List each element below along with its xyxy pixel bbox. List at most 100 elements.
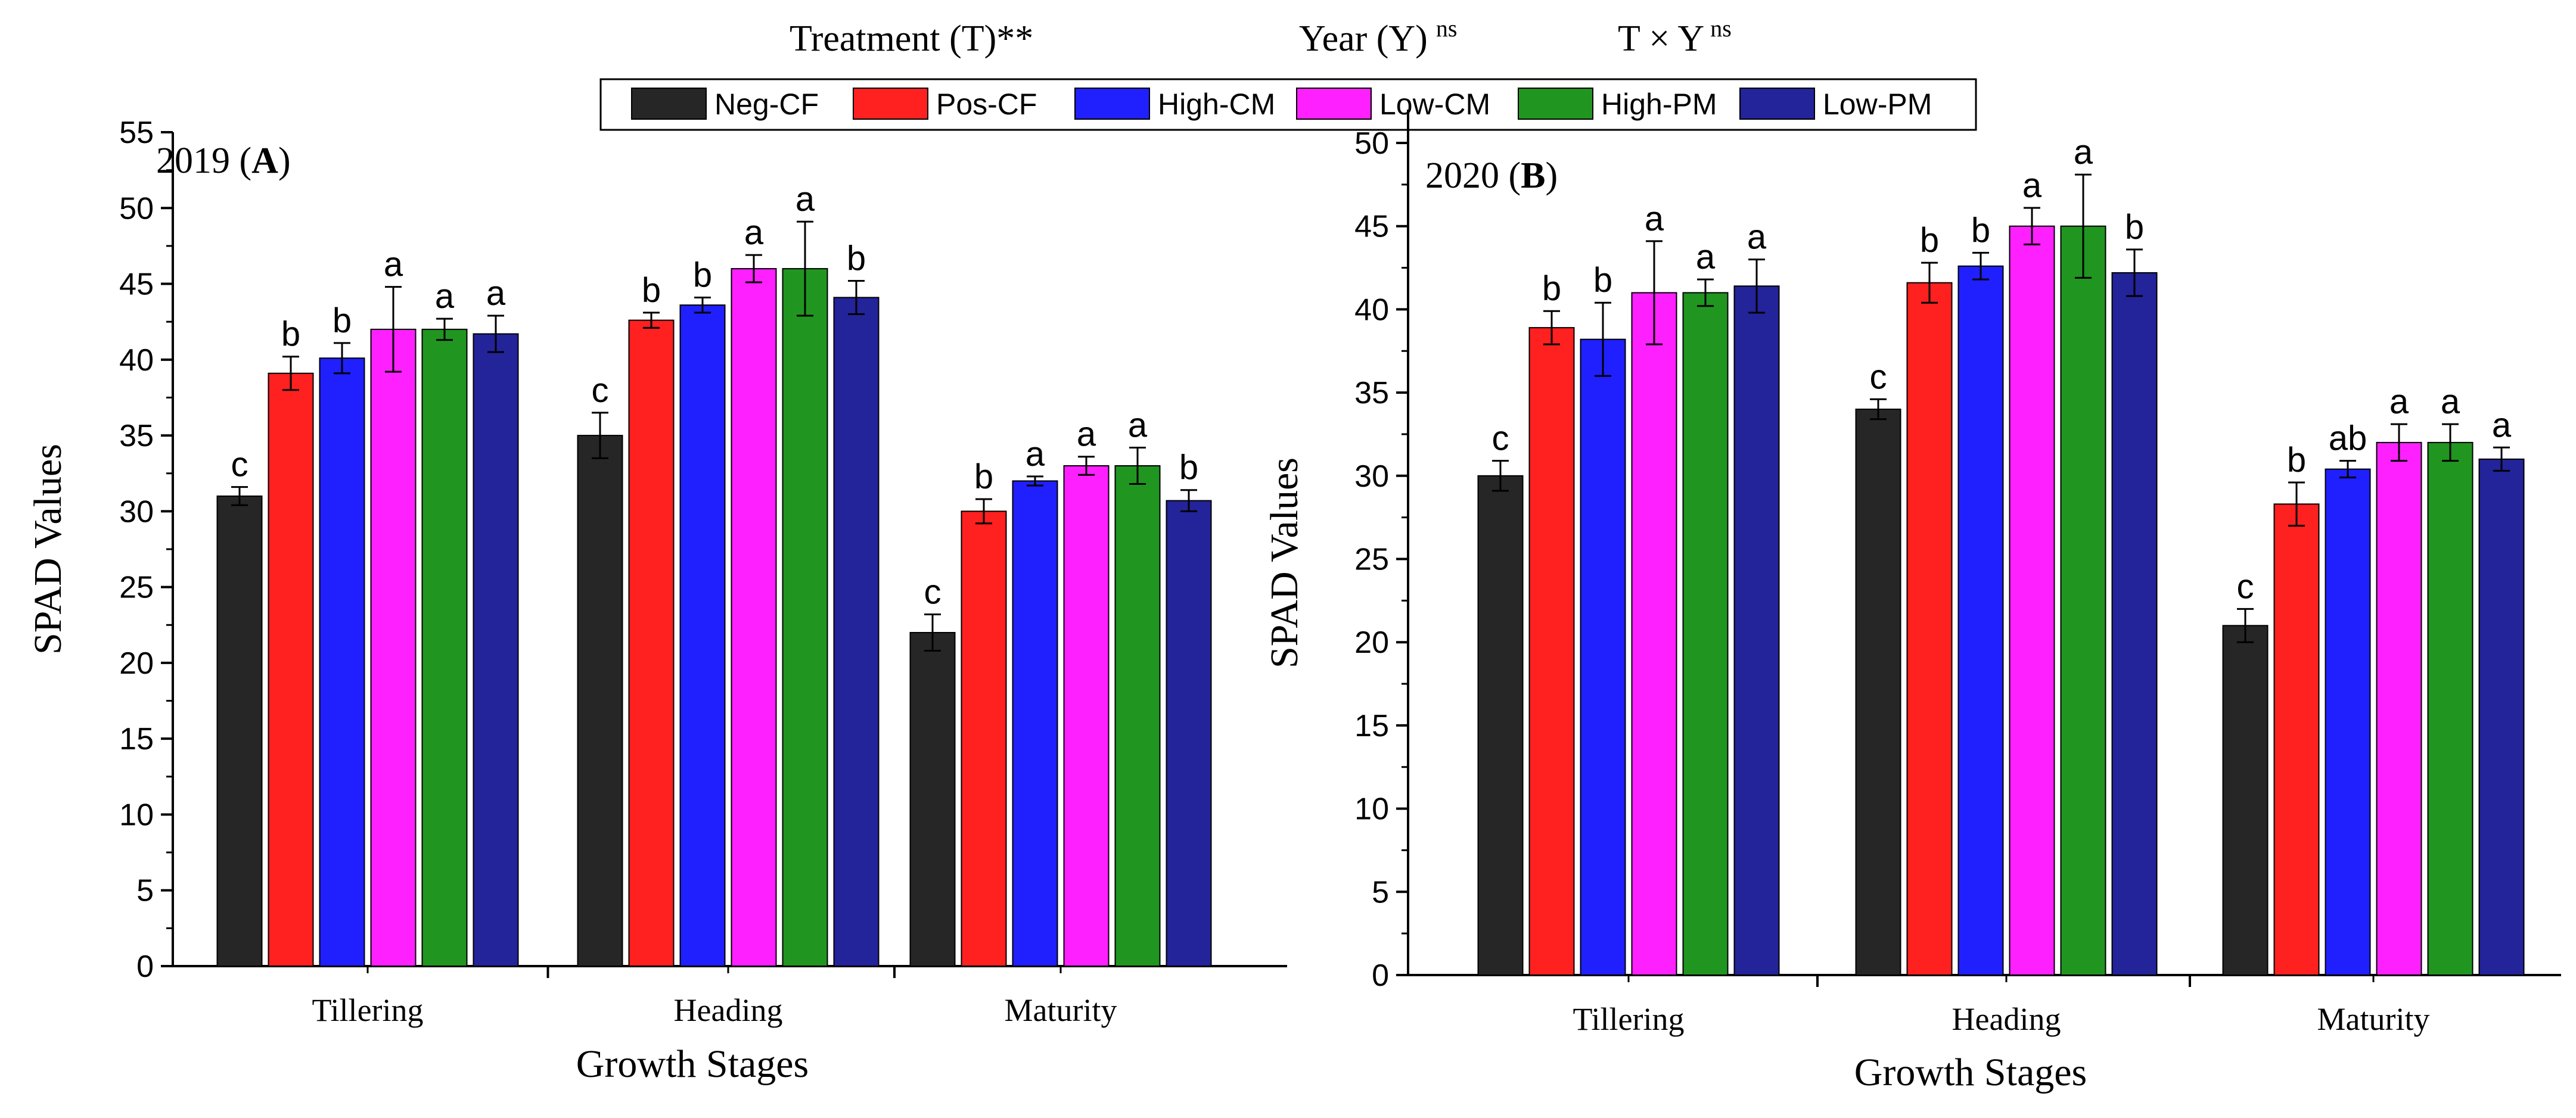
y-tick-label: 10 [1354, 792, 1389, 827]
bar-high-pm-tillering [1682, 292, 1729, 976]
significance-letter: c [1870, 357, 1887, 396]
legend-label-neg-cf: Neg-CF [714, 88, 819, 121]
bar-pos-cf-maturity [2273, 503, 2320, 976]
significance-letter: a [2074, 133, 2093, 172]
treatment-label: Treatment (T)** [790, 18, 1033, 59]
significance-letter: ab [2329, 419, 2367, 458]
bar-low-pm-tillering [473, 333, 519, 967]
bar-high-pm-maturity [1114, 465, 1161, 967]
legend-label-high-pm: High-PM [1601, 88, 1717, 121]
bar-pos-cf-maturity [961, 510, 1007, 967]
significance-letter: b [1971, 211, 1990, 250]
y-tick-label: 10 [119, 798, 154, 832]
legend-swatch-high-pm [1518, 88, 1593, 120]
y-tick-label: 35 [119, 419, 154, 453]
legend-swatch-low-cm [1296, 88, 1372, 120]
bar-high-pm-tillering [421, 328, 468, 967]
legend-swatch-low-pm [1739, 88, 1815, 120]
panel-title: 2019 (A) [156, 141, 291, 181]
significance-letter: c [1492, 419, 1509, 458]
significance-letter: a [1747, 218, 1767, 257]
y-tick-label: 40 [1354, 292, 1389, 327]
y-tick-label: 35 [1354, 376, 1389, 410]
y-tick-label: 50 [119, 191, 154, 226]
bar-high-cm-tillering [319, 357, 365, 967]
significance-letter: b [333, 301, 352, 340]
bar-high-cm-maturity [1012, 480, 1058, 967]
legend-label-high-cm: High-CM [1158, 88, 1275, 121]
significance-letter: c [231, 446, 248, 484]
significance-letter: b [281, 315, 300, 354]
bar-neg-cf-tillering [1477, 475, 1524, 976]
bar-high-cm-heading [1957, 265, 2004, 976]
bar-low-cm-tillering [370, 328, 417, 967]
significance-letter: a [2022, 166, 2042, 205]
y-tick-label: 0 [1372, 958, 1389, 993]
significance-letter: a [384, 245, 403, 284]
y-tick-label: 50 [1354, 126, 1389, 161]
bar-high-pm-maturity [2427, 441, 2474, 976]
y-tick-label: 25 [1354, 543, 1389, 577]
significance-letter: a [2389, 382, 2409, 421]
significance-letter: b [1920, 221, 1939, 260]
significance-letter: a [796, 180, 815, 219]
legend-swatch-high-cm [1074, 88, 1150, 120]
y-tick-label: 0 [136, 949, 154, 984]
y-tick-label: 55 [119, 116, 154, 150]
y-axis-label: SPAD Values [26, 444, 70, 655]
bar-neg-cf-maturity [909, 632, 956, 967]
bar-low-cm-maturity [1063, 465, 1110, 967]
significance-letter: a [2492, 406, 2512, 444]
significance-letter: b [1179, 449, 1198, 487]
bar-pos-cf-heading [1906, 282, 1953, 976]
significance-letter: b [642, 271, 661, 310]
bar-neg-cf-heading [1855, 409, 1901, 976]
bar-low-pm-maturity [1166, 500, 1212, 967]
y-tick-label: 15 [119, 722, 154, 756]
significance-letter: a [1026, 435, 1045, 474]
significance-letter: b [2125, 208, 2144, 247]
x-tick-label-heading: Heading [674, 992, 783, 1028]
y-tick-label: 30 [119, 494, 154, 529]
x-tick-label-heading: Heading [1952, 1001, 2061, 1037]
y-tick-label: 15 [1354, 709, 1389, 743]
bar-high-cm-tillering [1580, 338, 1626, 976]
bar-low-cm-tillering [1631, 292, 1677, 976]
significance-letter: a [486, 274, 506, 313]
significance-letter: c [592, 371, 609, 410]
significance-letter: b [1593, 261, 1612, 300]
legend-label-low-pm: Low-PM [1823, 88, 1932, 121]
bar-pos-cf-tillering [1528, 327, 1575, 976]
significance-letter: b [693, 256, 712, 294]
x-tick-label-tillering: Tillering [1573, 1001, 1684, 1037]
y-tick-label: 20 [119, 646, 154, 681]
significance-letter: a [1645, 200, 1664, 238]
bar-neg-cf-maturity [2222, 625, 2269, 976]
chart-panel-2020: 0 5 10 15 20 25 30 35 40 45 50 Tillering Heading Matu… [1263, 110, 2561, 1094]
bar-low-pm-heading [2111, 272, 2158, 976]
bar-low-cm-maturity [2376, 441, 2422, 976]
legend-label-pos-cf: Pos-CF [936, 88, 1037, 121]
x-axis-label: Growth Stages [576, 1042, 809, 1086]
x-tick-label-maturity: Maturity [2317, 1001, 2430, 1037]
year-label: Year (Y) ns [1299, 15, 1457, 59]
significance-letter: a [1128, 406, 1148, 444]
y-axis-ticks: 0 5 10 15 20 25 30 35 40 45 50 55 Tillering Heading Ma… [119, 116, 1117, 1028]
legend: Neg-CF Pos-CF High-CM Low-CM High-PM Low-PM [599, 78, 1977, 131]
bar-low-pm-tillering [1733, 285, 1780, 976]
legend-swatch-neg-cf [631, 88, 707, 120]
significance-letter: c [924, 572, 941, 611]
bar-low-pm-maturity [2478, 458, 2525, 976]
bar-high-pm-heading [2060, 225, 2106, 976]
significance-letter: b [2287, 441, 2306, 479]
significance-letter: b [974, 457, 993, 496]
significance-letter: b [847, 239, 866, 278]
significance-letter: a [2441, 382, 2460, 421]
significance-letter: b [1542, 269, 1561, 308]
x-tick-label-maturity: Maturity [1005, 992, 1117, 1028]
y-axis-ticks: 0 5 10 15 20 25 30 35 40 45 50 Tillering Heading Matu… [1354, 126, 2429, 1037]
